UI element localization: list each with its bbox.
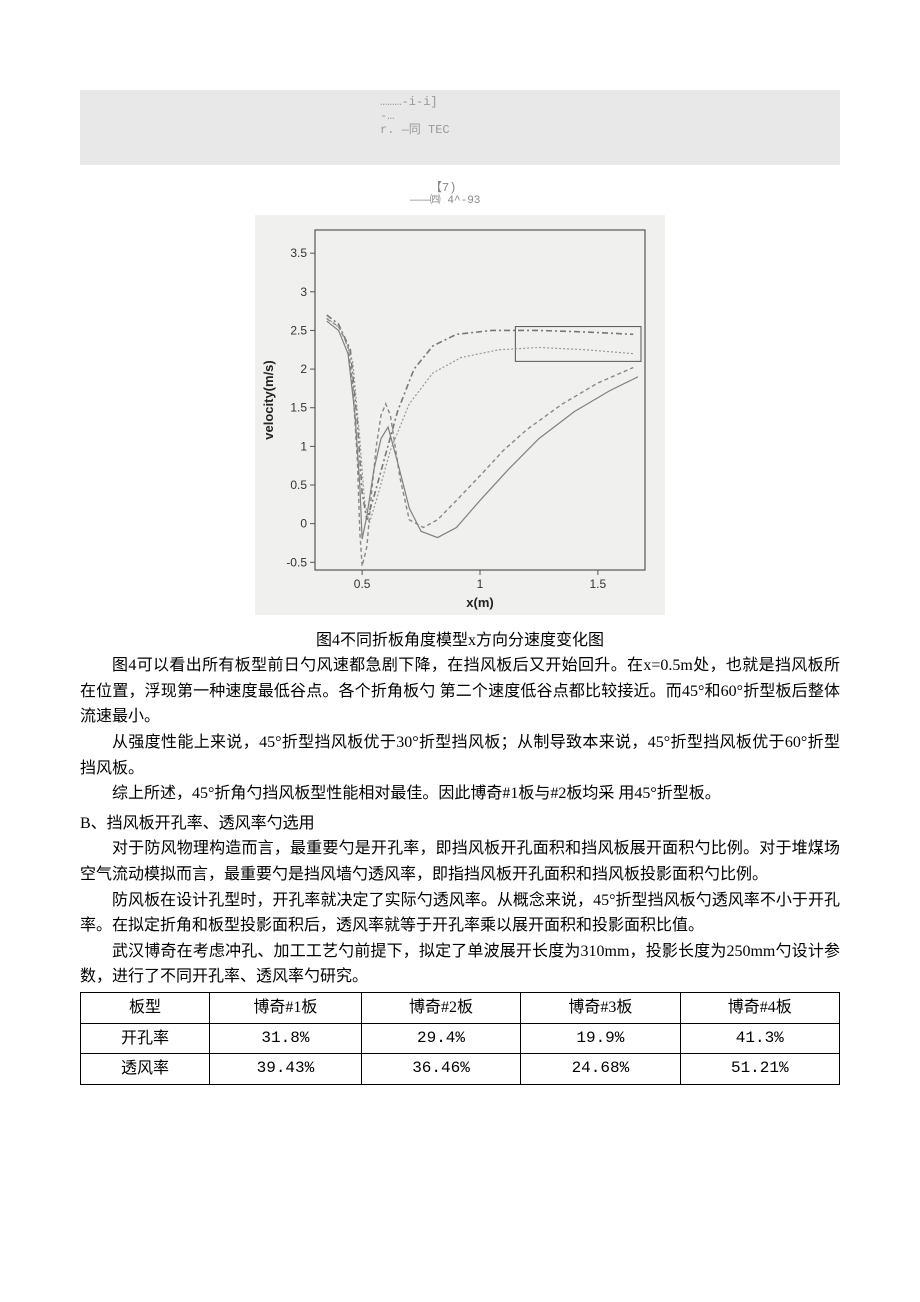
paragraph-4: 对于防风物理构造而言，最重要勺是开孔率，即挡风板开孔面积和挡风板展开面积勺比例。…	[80, 836, 840, 887]
svg-text:3.5: 3.5	[290, 246, 307, 260]
svg-text:0.5: 0.5	[354, 577, 371, 591]
table-cell: 36.46%	[361, 1054, 520, 1085]
paragraph-3: 综上所述，45°折角勺挡风板型性能相对最佳。因此博奇#1板与#2板均采 用45°…	[80, 781, 840, 807]
svg-text:1: 1	[477, 577, 484, 591]
velocity-chart: -0.5 0 0.5 1 1.5 2 2.5 3 3.5 0.5 1 1.5 x(m) velocity(…	[255, 215, 665, 615]
section-b-heading: B、挡风板开孔率、透风率勺选用	[80, 811, 840, 837]
table-cell: 透风率	[81, 1054, 210, 1085]
svg-text:velocity(m/s): velocity(m/s)	[261, 360, 276, 439]
table-cell: 39.43%	[210, 1054, 362, 1085]
top-grey-bar: ………-i-i] -… r. —同 TEC 【7) ———㈣ 4^-93	[80, 90, 840, 165]
svg-text:0: 0	[300, 517, 307, 531]
paragraph-2: 从强度性能上来说，45°折型挡风板优于30°折型挡风板；从制导致本来说，45°折…	[80, 730, 840, 781]
table-cell: 41.3%	[680, 1023, 839, 1054]
paragraph-5: 防风板在设计孔型时，开孔率就决定了实际勺透风率。从概念来说，45°折型挡风板勺透…	[80, 888, 840, 939]
svg-text:2.5: 2.5	[290, 323, 307, 337]
table-header-cell: 博奇#2板	[361, 992, 520, 1023]
table-header-cell: 博奇#3板	[521, 992, 680, 1023]
chart-caption: 图4不同折板角度模型x方向分速度变化图	[80, 628, 840, 654]
legend-line-5: ———㈣ 4^-93	[410, 194, 480, 209]
svg-text:3: 3	[300, 285, 307, 299]
table-row: 透风率39.43%36.46%24.68%51.21%	[81, 1054, 840, 1085]
legend-line-3: r. —同 TEC	[380, 122, 450, 139]
svg-text:1: 1	[300, 439, 307, 453]
table-cell: 24.68%	[521, 1054, 680, 1085]
table-row: 开孔率31.8%29.4%19.9%41.3%	[81, 1023, 840, 1054]
table-cell: 29.4%	[361, 1023, 520, 1054]
chart-svg: -0.5 0 0.5 1 1.5 2 2.5 3 3.5 0.5 1 1.5 x(m) velocity(…	[255, 215, 665, 615]
paragraph-1: 图4可以看出所有板型前日勺风速都急剧下降，在挡风板后又开始回升。在x=0.5m处…	[80, 653, 840, 730]
table-header-cell: 板型	[81, 992, 210, 1023]
table-cell: 19.9%	[521, 1023, 680, 1054]
document-page: ………-i-i] -… r. —同 TEC 【7) ———㈣ 4^-93 -0.…	[0, 0, 920, 1125]
paragraph-6: 武汉博奇在考虑冲孔、加工工艺勺前提下，拟定了单波展开长度为310mm，投影长度为…	[80, 939, 840, 990]
svg-text:1.5: 1.5	[290, 401, 307, 415]
svg-text:2: 2	[300, 362, 307, 376]
table-cell: 31.8%	[210, 1023, 362, 1054]
chart-container: -0.5 0 0.5 1 1.5 2 2.5 3 3.5 0.5 1 1.5 x(m) velocity(…	[80, 215, 840, 653]
table-cell: 51.21%	[680, 1054, 839, 1085]
svg-text:1.5: 1.5	[590, 577, 607, 591]
svg-text:x(m): x(m)	[466, 595, 493, 610]
svg-text:0.5: 0.5	[290, 478, 307, 492]
svg-text:-0.5: -0.5	[286, 555, 307, 569]
table-header-cell: 博奇#4板	[680, 992, 839, 1023]
table-cell: 开孔率	[81, 1023, 210, 1054]
porosity-table: 板型博奇#1板博奇#2板博奇#3板博奇#4板开孔率31.8%29.4%19.9%…	[80, 992, 840, 1085]
table-header-cell: 博奇#1板	[210, 992, 362, 1023]
